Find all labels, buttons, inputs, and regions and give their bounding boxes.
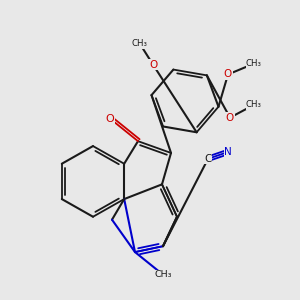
Text: O: O xyxy=(224,69,232,80)
Text: O: O xyxy=(226,112,234,123)
Text: C: C xyxy=(204,154,212,164)
Text: CH₃: CH₃ xyxy=(246,100,262,109)
Text: CH₃: CH₃ xyxy=(246,59,262,68)
Text: O: O xyxy=(149,60,157,70)
Text: CH₃: CH₃ xyxy=(132,40,148,49)
Text: N: N xyxy=(224,147,232,157)
Text: O: O xyxy=(106,114,114,124)
Text: CH₃: CH₃ xyxy=(154,270,172,279)
